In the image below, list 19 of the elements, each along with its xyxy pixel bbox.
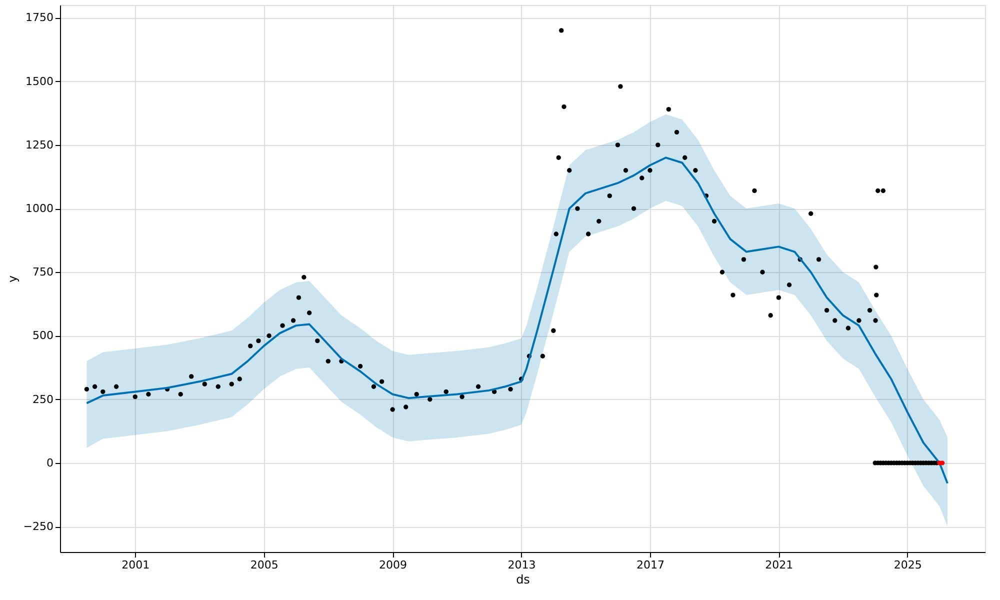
x-tick-label: 2013 — [508, 558, 536, 572]
y-tick-label: 0 — [46, 456, 54, 470]
y-tick-label: 1750 — [26, 11, 54, 24]
y-tick-label: 500 — [32, 329, 54, 342]
y-tick-label: −250 — [23, 520, 54, 534]
y-axis-title: y — [5, 275, 20, 283]
x-tick-label: 2025 — [894, 558, 922, 572]
line-series — [86, 156, 948, 484]
y-tick-label: 250 — [32, 392, 54, 406]
y-tick-label: 1500 — [26, 74, 54, 88]
y-tick-label: 750 — [32, 266, 54, 279]
x-axis-title: ds — [516, 572, 530, 586]
x-tick-label: 2005 — [250, 558, 278, 572]
x-tick-label: 2009 — [379, 558, 408, 572]
x-tick-label: 2001 — [122, 558, 150, 572]
x-tick-label: 2021 — [765, 558, 794, 572]
y-tick-label: 1000 — [26, 202, 54, 216]
x-tick-label: 2017 — [636, 558, 664, 572]
y-tick-label: 1250 — [26, 138, 54, 152]
